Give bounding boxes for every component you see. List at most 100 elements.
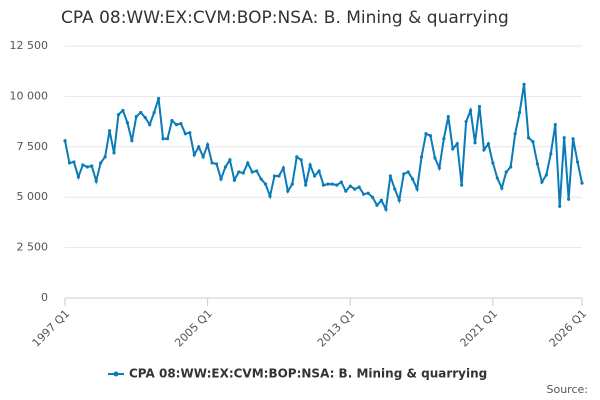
point bbox=[228, 158, 232, 162]
point bbox=[562, 136, 566, 140]
point bbox=[406, 170, 410, 174]
source: Source: bbox=[547, 383, 589, 396]
point bbox=[183, 132, 187, 136]
point bbox=[428, 134, 433, 138]
point bbox=[531, 140, 535, 144]
point bbox=[116, 112, 121, 117]
point bbox=[130, 139, 134, 143]
point bbox=[518, 110, 522, 115]
point bbox=[571, 137, 575, 141]
point bbox=[107, 129, 112, 133]
point bbox=[192, 153, 196, 157]
point bbox=[250, 170, 254, 174]
point bbox=[477, 104, 482, 109]
point bbox=[402, 172, 406, 176]
y-tick-label: 10 000 bbox=[10, 89, 49, 102]
point bbox=[67, 161, 72, 165]
point bbox=[393, 187, 397, 191]
point bbox=[433, 156, 437, 160]
point bbox=[223, 165, 228, 169]
point bbox=[290, 182, 294, 186]
point bbox=[549, 152, 553, 156]
point bbox=[286, 189, 290, 193]
point bbox=[81, 163, 85, 167]
point bbox=[134, 114, 138, 119]
y-tick-label: 0 bbox=[41, 291, 48, 304]
point bbox=[210, 161, 214, 165]
point bbox=[165, 137, 170, 141]
x-tick-label: 1997 Q1 bbox=[30, 307, 73, 350]
point bbox=[486, 142, 491, 146]
point bbox=[148, 123, 152, 127]
point bbox=[219, 177, 223, 181]
point bbox=[495, 176, 499, 180]
point bbox=[330, 182, 335, 186]
point bbox=[460, 183, 464, 187]
point bbox=[232, 178, 236, 182]
point bbox=[76, 175, 80, 179]
point bbox=[103, 155, 107, 159]
legend-label: CPA 08:WW:EX:CVM:BOP:NSA: B. Mining & qu… bbox=[129, 367, 487, 381]
x-tick-label: 2013 Q1 bbox=[315, 307, 358, 350]
y-tick-label: 7 500 bbox=[17, 140, 49, 153]
point bbox=[504, 170, 508, 174]
point bbox=[567, 197, 571, 201]
point bbox=[575, 160, 580, 164]
point bbox=[312, 174, 317, 178]
point bbox=[295, 155, 299, 159]
point bbox=[540, 180, 544, 184]
point bbox=[179, 122, 183, 126]
point bbox=[99, 161, 103, 165]
point bbox=[339, 180, 343, 184]
point bbox=[442, 137, 446, 141]
point bbox=[246, 161, 250, 165]
point bbox=[437, 166, 441, 170]
x-tick-label: 2005 Q1 bbox=[172, 307, 215, 350]
point bbox=[112, 151, 116, 155]
point bbox=[317, 169, 321, 173]
point bbox=[491, 161, 495, 165]
point bbox=[348, 184, 352, 188]
point bbox=[526, 136, 531, 140]
point bbox=[125, 121, 129, 125]
point bbox=[241, 171, 245, 175]
point bbox=[535, 162, 540, 166]
point bbox=[366, 191, 370, 195]
legend-marker bbox=[113, 371, 119, 377]
point bbox=[384, 207, 388, 211]
point bbox=[473, 141, 477, 145]
point bbox=[174, 123, 179, 127]
point bbox=[139, 110, 143, 115]
point bbox=[522, 82, 526, 86]
point bbox=[304, 183, 308, 187]
point bbox=[397, 198, 401, 202]
point bbox=[281, 166, 285, 170]
point bbox=[326, 182, 330, 186]
point bbox=[411, 177, 415, 181]
point bbox=[509, 165, 513, 169]
point bbox=[419, 155, 424, 159]
point bbox=[451, 147, 455, 151]
point bbox=[375, 203, 379, 207]
y-tick-label: 5 000 bbox=[17, 190, 49, 203]
point bbox=[362, 192, 366, 196]
point bbox=[94, 179, 98, 183]
point bbox=[259, 177, 263, 181]
point bbox=[415, 187, 419, 191]
y-tick-label: 12 500 bbox=[10, 39, 49, 52]
point bbox=[255, 169, 259, 173]
point bbox=[379, 198, 384, 202]
point bbox=[455, 142, 459, 146]
point bbox=[143, 115, 147, 120]
point bbox=[335, 183, 339, 187]
y-tick-label: 2 500 bbox=[17, 241, 49, 254]
point bbox=[299, 158, 303, 162]
point bbox=[344, 189, 348, 193]
point bbox=[85, 165, 89, 169]
point bbox=[321, 183, 326, 187]
x-tick-label: 2021 Q1 bbox=[458, 307, 501, 350]
point bbox=[63, 139, 67, 143]
point bbox=[237, 170, 241, 174]
point bbox=[580, 181, 584, 185]
